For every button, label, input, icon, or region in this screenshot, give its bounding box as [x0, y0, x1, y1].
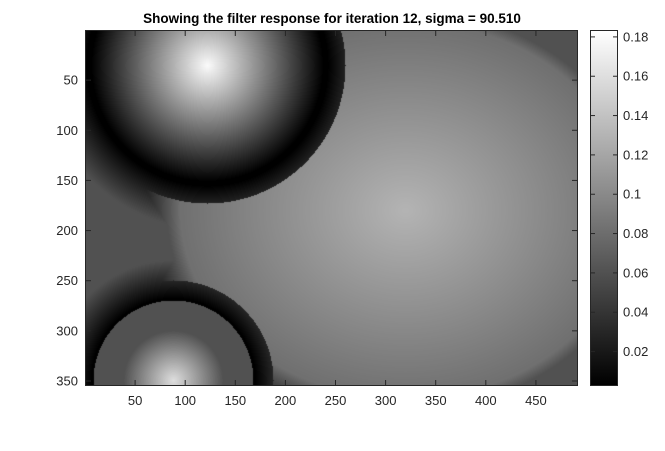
y-tick-label: 200 — [56, 223, 78, 238]
colorbar-tick-label: 0.08 — [623, 226, 648, 241]
colorbar-tick-label: 0.06 — [623, 265, 648, 280]
y-tick-label: 350 — [56, 373, 78, 388]
y-tick-label: 100 — [56, 123, 78, 138]
colorbar-tick-label: 0.1 — [623, 187, 641, 202]
colorbar-tick-label: 0.18 — [623, 29, 648, 44]
x-tick-label: 350 — [425, 393, 447, 408]
y-tick-label: 300 — [56, 323, 78, 338]
heatmap-image — [86, 31, 577, 385]
colorbar-tick-label: 0.12 — [623, 147, 648, 162]
colorbar-gradient — [591, 31, 617, 385]
x-tick-label: 100 — [174, 393, 196, 408]
x-tick-label: 50 — [128, 393, 142, 408]
chart-title: Showing the filter response for iteratio… — [143, 11, 521, 26]
colorbar-tick-label: 0.14 — [623, 108, 648, 123]
x-tick-label: 400 — [475, 393, 497, 408]
colorbar-tick-label: 0.02 — [623, 344, 648, 359]
x-tick-label: 300 — [375, 393, 397, 408]
colorbar-tick-label: 0.04 — [623, 305, 648, 320]
colorbar-tick-label: 0.16 — [623, 69, 648, 84]
colorbar: 0.02 0.04 0.06 0.08 0.1 0.12 0.14 0.16 0.18 — [591, 29, 649, 385]
x-tick-label: 250 — [325, 393, 347, 408]
y-tick-label: 150 — [56, 173, 78, 188]
x-tick-label: 200 — [275, 393, 297, 408]
y-tick-label: 50 — [64, 73, 78, 88]
plot-area — [86, 31, 578, 386]
x-tick-label: 450 — [525, 393, 547, 408]
x-tick-label: 150 — [224, 393, 246, 408]
y-tick-label: 250 — [56, 273, 78, 288]
